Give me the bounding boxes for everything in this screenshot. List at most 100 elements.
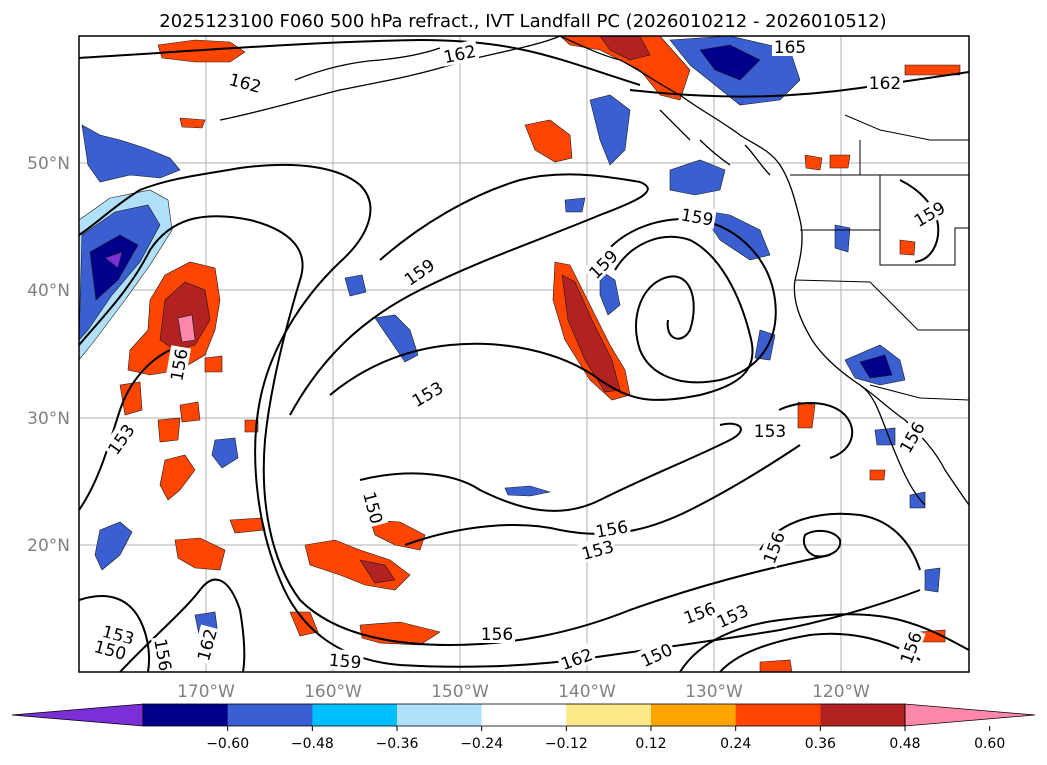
contour-156-se (759, 512, 921, 571)
contour-labels: 165 162 162 162 162 162 159 159 159 159 … (90, 36, 950, 674)
contour-153-west (79, 349, 171, 511)
lon-tick-140w: 140°W (558, 682, 616, 702)
patch-pos-13 (179, 401, 201, 423)
lat-tick-40n: 40°N (27, 281, 70, 301)
colorbar-tick-label: −0.36 (376, 736, 419, 752)
colorbar-extend-min (11, 703, 144, 727)
patch-pos-15 (229, 517, 266, 534)
state-border-1 (879, 175, 969, 266)
alaska-south-coast (294, 47, 441, 81)
patch-pos-14 (157, 417, 181, 443)
map-frame (78, 35, 970, 673)
colorbar-segment (397, 704, 483, 726)
patch-neg-10 (94, 521, 133, 571)
map-title: 2025123100 F060 500 hPa refract., IVT La… (159, 11, 886, 32)
svg-text:153: 153 (754, 422, 786, 442)
colorbar-segment (820, 704, 906, 726)
contour-label-165: 165 (772, 36, 808, 58)
colorbar-tick-label: 0.24 (720, 736, 751, 752)
contour-159-ne (899, 179, 940, 263)
colorbar-segment (481, 704, 567, 726)
patch-pos-16 (797, 401, 816, 429)
baja-california (859, 384, 926, 506)
colorbar-tick-label: −0.60 (206, 736, 249, 752)
colorbar-segment (227, 704, 313, 726)
patch-neg-8 (589, 94, 631, 166)
patch-pos-21 (179, 117, 206, 129)
patch-neg-17 (874, 427, 896, 446)
colorbar-segment (143, 704, 229, 726)
british-columbia-islands (659, 109, 771, 176)
contour-label-153a: 153 (406, 375, 448, 412)
contour-150-sw (79, 595, 150, 672)
svg-text:156: 156 (481, 625, 513, 645)
lon-tick-130w: 130°W (685, 682, 743, 702)
patch-neg-3b (699, 44, 761, 81)
lat-tick-30n: 30°N (27, 409, 70, 429)
patch-pos-25 (869, 469, 886, 481)
contour-156-sw (119, 578, 246, 672)
us-mexico-border (869, 384, 969, 401)
state-border-3 (794, 279, 969, 331)
colorbar-tick-label: 0.12 (635, 736, 666, 752)
map-panel: 165 162 162 162 162 162 159 159 159 159 … (78, 35, 970, 674)
patch-pos-22 (244, 419, 259, 433)
contour-159-outer (79, 163, 921, 668)
contour-153-se (679, 613, 969, 672)
patch-neg-12 (211, 437, 239, 469)
patch-neg-2 (81, 124, 181, 183)
contour-label-156g: 156 (149, 635, 177, 672)
patch-neg-1d (104, 251, 123, 269)
colorbar-frame (142, 703, 906, 727)
patch-pos-8 (174, 537, 226, 571)
contour-162-north (79, 38, 641, 86)
colorbar-segment (735, 704, 821, 726)
patch-pos-4c (177, 314, 196, 343)
gridlines (79, 36, 969, 672)
colorbar-segment (566, 704, 652, 726)
alaska-peninsula-aleutians (219, 36, 561, 121)
patch-pos-26 (204, 355, 223, 373)
patch-pos-2 (559, 36, 691, 101)
patch-pos-11 (289, 611, 319, 637)
lat-tick-50n: 50°N (27, 154, 70, 174)
longitude-tick-labels: 170°W 160°W 150°W 140°W 130°W 120°W (177, 682, 870, 702)
lon-tick-160w: 160°W (304, 682, 362, 702)
patch-neg-7b (859, 354, 893, 379)
patch-neg-11 (504, 485, 551, 497)
patch-neg-6 (374, 314, 419, 363)
patch-neg-19 (924, 567, 941, 593)
patch-pos-9 (159, 454, 196, 501)
contour-label-162c: 162 (867, 72, 903, 94)
patch-pos-23 (759, 659, 793, 672)
patch-neg-15 (754, 329, 776, 361)
patch-pos-18 (829, 154, 851, 169)
patch-neg-20 (564, 197, 586, 213)
latitude-tick-labels: 50°N 40°N 30°N 20°N (27, 154, 70, 556)
contour-162-northeast (629, 71, 969, 98)
lon-tick-170w: 170°W (177, 682, 235, 702)
patch-neg-9 (599, 269, 621, 316)
colorbar-tick-label: −0.24 (460, 736, 503, 752)
canada-border-interior (844, 114, 969, 141)
contour-156-inner-west (79, 215, 831, 647)
contour-label-153c: 153 (752, 420, 788, 442)
contour-label-159e: 159 (326, 648, 364, 674)
colorbar-tick-label: 0.48 (889, 736, 920, 752)
colorbar-tick-label: 0.60 (974, 736, 1005, 752)
patch-pos-19 (899, 239, 916, 256)
svg-text:159: 159 (328, 651, 362, 674)
contour-153-east (778, 402, 854, 459)
ocean-background (79, 36, 969, 672)
colorbar: −0.60 −0.48 −0.36 −0.24 −0.12 0.12 0.24 0.36 0.4… (11, 703, 1036, 752)
patch-neg-4 (669, 159, 726, 196)
colorbar-extend-max (904, 703, 1036, 727)
patch-pos-6b (359, 559, 396, 584)
colorbar-tick-label: −0.48 (291, 736, 334, 752)
patch-pos-2b (599, 36, 651, 61)
contour-label-156c: 156 (479, 623, 515, 645)
contour-closed-se (802, 529, 842, 558)
contour-150-central (359, 422, 742, 512)
patch-pos-4b (159, 281, 211, 351)
